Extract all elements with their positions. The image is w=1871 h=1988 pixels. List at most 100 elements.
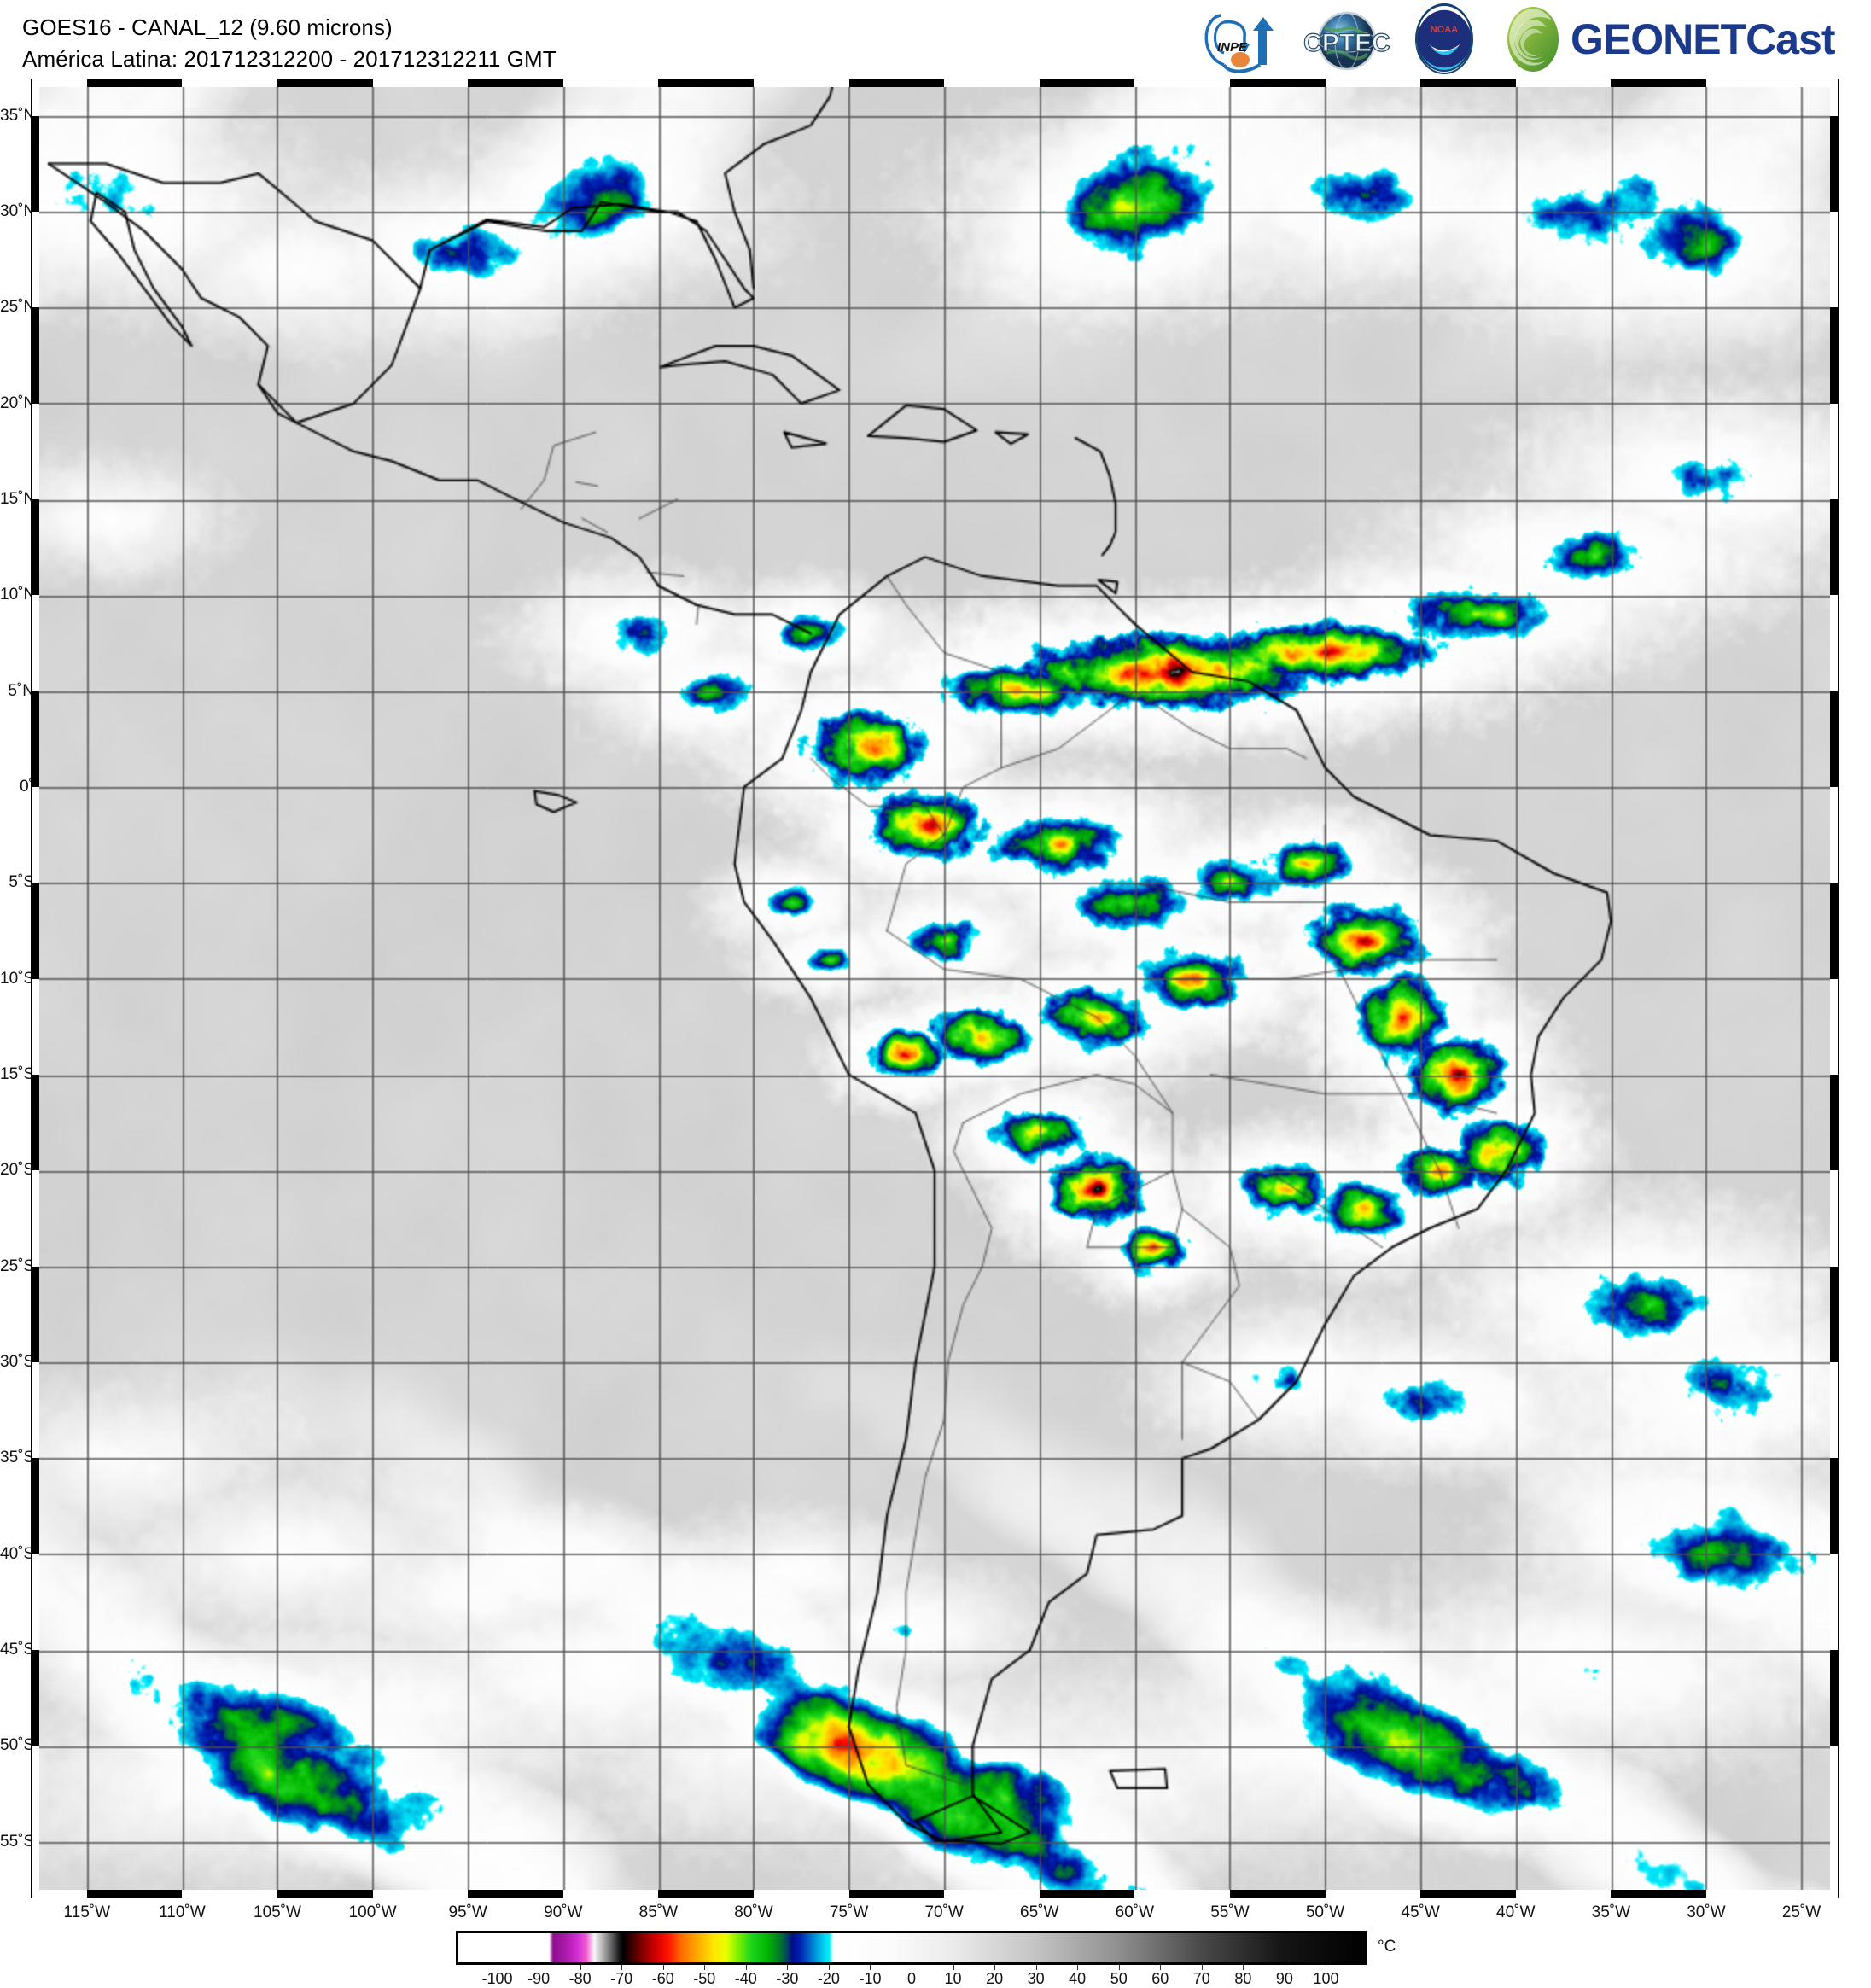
frame-tick-block bbox=[86, 79, 183, 87]
frame-tick-block bbox=[32, 1650, 39, 1746]
colorbar-box bbox=[456, 1931, 1367, 1965]
colorbar-ticks: -100 -90 -80 -70 -60 -50 -40 -30 -20 -10 0 10 20 30 40… bbox=[456, 1965, 1367, 1987]
frame-tick-block bbox=[32, 1266, 39, 1363]
lon-tick-label: 60˚W bbox=[1115, 1903, 1155, 1921]
lat-tick-label: 5˚S bbox=[9, 873, 34, 892]
lon-tick-label: 65˚W bbox=[1020, 1903, 1059, 1921]
colorbar-tick-label: -40 bbox=[734, 1970, 757, 1987]
colorbar-tick bbox=[704, 1965, 706, 1970]
frame-tick-block bbox=[1229, 1890, 1326, 1898]
svg-text:NOAA: NOAA bbox=[1431, 25, 1458, 35]
frame-tick-block bbox=[1830, 115, 1838, 213]
frame-border-right bbox=[1830, 79, 1838, 1898]
svg-text:INPE: INPE bbox=[1217, 40, 1248, 55]
colorbar-tick-label: 40 bbox=[1069, 1970, 1087, 1987]
colorbar-tick bbox=[1160, 1965, 1162, 1970]
colorbar-tick-label: 60 bbox=[1151, 1970, 1169, 1987]
lat-tick-label: 0˚ bbox=[20, 778, 34, 796]
frame-tick-block bbox=[658, 79, 754, 87]
lat-tick-label: 10˚S bbox=[0, 969, 35, 988]
frame-tick-block bbox=[86, 1890, 183, 1898]
colorbar-tick bbox=[1118, 1965, 1120, 1970]
lon-tick-label: 35˚W bbox=[1591, 1903, 1631, 1921]
frame-tick-block bbox=[1229, 79, 1326, 87]
colorbar-tick bbox=[953, 1965, 954, 1970]
lon-tick-label: 75˚W bbox=[829, 1903, 869, 1921]
lat-tick-label: 35˚N bbox=[0, 106, 36, 125]
colorbar-tick bbox=[621, 1965, 623, 1970]
lat-tick-label: 20˚S bbox=[0, 1161, 35, 1180]
lon-tick-label: 45˚W bbox=[1401, 1903, 1440, 1921]
lon-tick-label: 105˚W bbox=[254, 1903, 301, 1921]
colorbar-tick bbox=[1077, 1965, 1079, 1970]
frame-tick-block bbox=[468, 79, 563, 87]
frame-tick-block bbox=[277, 79, 373, 87]
frame-tick-block bbox=[277, 1890, 373, 1898]
frame-tick-block bbox=[1830, 883, 1838, 979]
lon-tick-label: 40˚W bbox=[1496, 1903, 1536, 1921]
frame-tick-block bbox=[848, 1890, 945, 1898]
colorbar: -100 -90 -80 -70 -60 -50 -40 -30 -20 -10 0 10 20 30 40… bbox=[0, 1919, 1871, 1987]
lat-tick-label: 30˚S bbox=[0, 1353, 35, 1372]
colorbar-tick-label: -30 bbox=[776, 1970, 799, 1987]
colorbar-tick bbox=[994, 1965, 996, 1970]
frame-tick-block bbox=[32, 499, 39, 596]
colorbar-tick bbox=[787, 1965, 789, 1970]
satellite-image bbox=[39, 87, 1830, 1890]
frame-tick-block bbox=[1420, 79, 1516, 87]
lat-tick-label: 15˚N bbox=[0, 490, 36, 509]
logo-strip: INPE CPTEC bbox=[1195, 2, 1864, 77]
cptec-logo: CPTEC bbox=[1303, 3, 1391, 75]
frame-tick-block bbox=[1039, 79, 1135, 87]
lat-tick-label: 40˚S bbox=[0, 1544, 35, 1563]
product-title: GOES16 - CANAL_12 (9.60 microns) bbox=[22, 15, 393, 40]
colorbar-tick-label: -10 bbox=[859, 1970, 882, 1987]
lon-tick-label: 50˚W bbox=[1305, 1903, 1345, 1921]
lat-tick-label: 15˚S bbox=[0, 1065, 35, 1084]
colorbar-tick bbox=[1243, 1965, 1244, 1970]
geonetcast-logo: GEONETCast bbox=[1497, 3, 1864, 75]
frame-tick-block bbox=[1830, 1075, 1838, 1171]
colorbar-tick bbox=[828, 1965, 830, 1970]
colorbar-tick bbox=[1035, 1965, 1037, 1970]
colorbar-tick-label: 90 bbox=[1275, 1970, 1293, 1987]
colorbar-tick-label: -90 bbox=[527, 1970, 551, 1987]
lon-tick-label: 70˚W bbox=[924, 1903, 964, 1921]
lon-tick-label: 95˚W bbox=[448, 1903, 487, 1921]
inpe-logo: INPE bbox=[1195, 3, 1291, 75]
lat-tick-label: 20˚N bbox=[0, 394, 36, 412]
colorbar-tick-label: 30 bbox=[1027, 1970, 1045, 1987]
colorbar-tick bbox=[870, 1965, 871, 1970]
colorbar-tick-label: -70 bbox=[610, 1970, 633, 1987]
colorbar-tick bbox=[662, 1965, 664, 1970]
frame-border-bottom bbox=[32, 1890, 1838, 1898]
colorbar-tick bbox=[745, 1965, 747, 1970]
colorbar-gradient bbox=[458, 1933, 1365, 1962]
colorbar-tick-label: 0 bbox=[906, 1970, 917, 1987]
frame-tick-block bbox=[1611, 79, 1706, 87]
frame-tick-block bbox=[1830, 307, 1838, 404]
product-subtitle: América Latina: 201712312200 - 201712312… bbox=[22, 45, 557, 72]
lon-tick-label: 115˚W bbox=[63, 1903, 111, 1921]
title-block: GOES16 - CANAL_12 (9.60 microns) América… bbox=[22, 12, 557, 75]
colorbar-tick-label: 100 bbox=[1313, 1970, 1339, 1987]
colorbar-tick bbox=[580, 1965, 581, 1970]
map-figure: 35˚N 30˚N 25˚N 20˚N 15˚N 10˚N 5˚N 0˚ 5˚S 10˚S 15˚S… bbox=[0, 79, 1871, 1921]
colorbar-tick-label: 80 bbox=[1234, 1970, 1252, 1987]
geonetcast-label: GEONETCast bbox=[1571, 15, 1836, 63]
colorbar-tick-label: 10 bbox=[944, 1970, 962, 1987]
frame-tick-block bbox=[468, 1890, 563, 1898]
frame-tick-block bbox=[32, 691, 39, 788]
frame-tick-block bbox=[32, 115, 39, 213]
colorbar-tick-label: -80 bbox=[568, 1970, 592, 1987]
frame-tick-block bbox=[1039, 1890, 1135, 1898]
lon-tick-label: 80˚W bbox=[734, 1903, 773, 1921]
colorbar-tick-label: -50 bbox=[693, 1970, 716, 1987]
svg-text:CPTEC: CPTEC bbox=[1303, 29, 1390, 57]
lon-tick-label: 85˚W bbox=[638, 1903, 679, 1921]
lon-tick-label: 55˚W bbox=[1210, 1903, 1250, 1921]
colorbar-tick-label: -20 bbox=[817, 1970, 840, 1987]
lon-tick-label: 30˚W bbox=[1687, 1903, 1726, 1921]
geonetcast-mark bbox=[1507, 7, 1559, 72]
header-bar: GOES16 - CANAL_12 (9.60 microns) América… bbox=[0, 0, 1871, 82]
